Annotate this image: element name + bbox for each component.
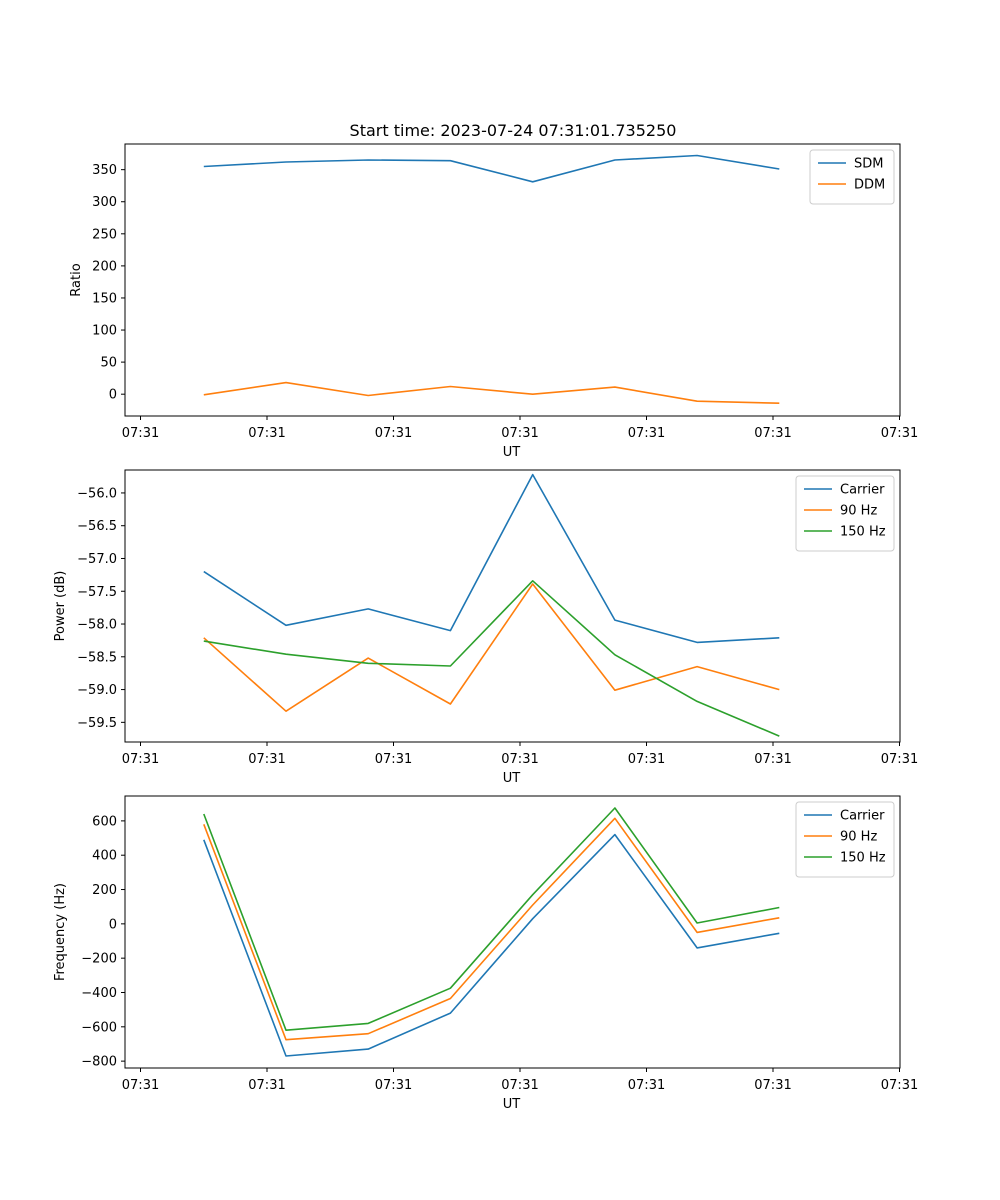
series-line-carrier <box>203 473 780 644</box>
x-tick-label: 07:31 <box>248 426 285 441</box>
figure-title: Start time: 2023-07-24 07:31:01.735250 <box>350 121 677 140</box>
legend-box <box>795 475 895 552</box>
x-tick-label: 07:31 <box>754 752 791 767</box>
y-tick-label: −56.5 <box>77 519 117 534</box>
y-tick-label: 600 <box>92 814 117 829</box>
x-tick-label: 07:31 <box>881 752 918 767</box>
x-tick-label: 07:31 <box>501 1078 538 1093</box>
chart-panel-1: 07:3107:3107:3107:3107:3107:3107:3107:32… <box>69 143 918 460</box>
x-tick-label: 07:31 <box>122 1078 159 1093</box>
series-line-150-hz <box>203 579 780 737</box>
legend-box <box>795 801 895 878</box>
x-tick-label: 07:31 <box>375 426 412 441</box>
y-axis-label: Power (dB) <box>53 571 68 642</box>
chart-panel-2: 07:3107:3107:3107:3107:3107:3107:3107:32… <box>53 469 918 786</box>
y-tick-label: −56.0 <box>77 486 117 501</box>
x-tick-label: 07:31 <box>881 1078 918 1093</box>
x-tick-label: 07:31 <box>375 752 412 767</box>
x-tick-label: 07:31 <box>248 752 285 767</box>
x-tick-label: 07:31 <box>501 752 538 767</box>
axes-frame <box>124 143 901 417</box>
y-axis-label: Frequency (Hz) <box>53 883 68 981</box>
chart-panel-3: 07:3107:3107:3107:3107:3107:3107:3107:32… <box>53 795 918 1112</box>
legend: Carrier 90 Hz 150 Hz <box>795 801 895 878</box>
x-tick-label: 07:31 <box>122 752 159 767</box>
axes-frame <box>124 469 901 743</box>
chart-panels: 07:3107:3107:3107:3107:3107:3107:3107:32… <box>53 143 918 1112</box>
legend-label: 150 Hz <box>840 525 886 540</box>
y-tick-label: −200 <box>81 952 117 967</box>
y-tick-label: 0 <box>109 388 117 403</box>
x-tick-label: 07:31 <box>501 426 538 441</box>
x-tick-label: 07:31 <box>754 1078 791 1093</box>
y-tick-label: 100 <box>92 324 117 339</box>
y-tick-label: 200 <box>92 883 117 898</box>
y-tick-label: −57.5 <box>77 585 117 600</box>
x-tick-label: 07:31 <box>248 1078 285 1093</box>
y-tick-label: 400 <box>92 849 117 864</box>
y-tick-label: −57.0 <box>77 552 117 567</box>
series-line-ddm <box>203 381 780 404</box>
y-tick-label: −59.5 <box>77 716 117 731</box>
x-tick-label: 07:31 <box>628 1078 665 1093</box>
series-line-90-hz <box>203 817 780 1041</box>
x-axis-label: UT <box>503 445 521 460</box>
y-axis-label: Ratio <box>69 263 84 296</box>
y-tick-label: 200 <box>92 259 117 274</box>
x-tick-label: 07:31 <box>881 426 918 441</box>
y-tick-label: −800 <box>81 1055 117 1070</box>
series-line-sdm <box>203 154 780 183</box>
x-axis-label: UT <box>503 1097 521 1112</box>
axes-frame <box>124 795 901 1069</box>
y-tick-label: −600 <box>81 1020 117 1035</box>
x-tick-label: 07:31 <box>122 426 159 441</box>
x-axis-label: UT <box>503 771 521 786</box>
legend-label: SDM <box>854 157 883 172</box>
series-line-90-hz <box>203 583 780 713</box>
y-tick-label: −58.5 <box>77 650 117 665</box>
y-tick-label: 350 <box>92 163 117 178</box>
y-tick-label: 50 <box>100 356 117 371</box>
legend-label: 150 Hz <box>840 851 886 866</box>
y-tick-label: −58.0 <box>77 618 117 633</box>
series-line-150-hz <box>203 807 780 1031</box>
legend-label: DDM <box>854 178 885 193</box>
x-tick-label: 07:31 <box>628 426 665 441</box>
y-tick-label: 250 <box>92 227 117 242</box>
x-tick-label: 07:31 <box>754 426 791 441</box>
y-tick-label: 300 <box>92 195 117 210</box>
y-tick-label: 150 <box>92 291 117 306</box>
series-line-carrier <box>203 833 780 1057</box>
legend-label: Carrier <box>840 483 885 498</box>
x-tick-label: 07:31 <box>375 1078 412 1093</box>
y-tick-label: −400 <box>81 986 117 1001</box>
legend-label: 90 Hz <box>840 504 877 519</box>
legend: SDM DDM <box>809 149 895 205</box>
y-tick-label: 0 <box>109 917 117 932</box>
x-tick-label: 07:31 <box>628 752 665 767</box>
legend-label: Carrier <box>840 809 885 824</box>
legend: Carrier 90 Hz 150 Hz <box>795 475 895 552</box>
legend-label: 90 Hz <box>840 830 877 845</box>
y-tick-label: −59.0 <box>77 683 117 698</box>
